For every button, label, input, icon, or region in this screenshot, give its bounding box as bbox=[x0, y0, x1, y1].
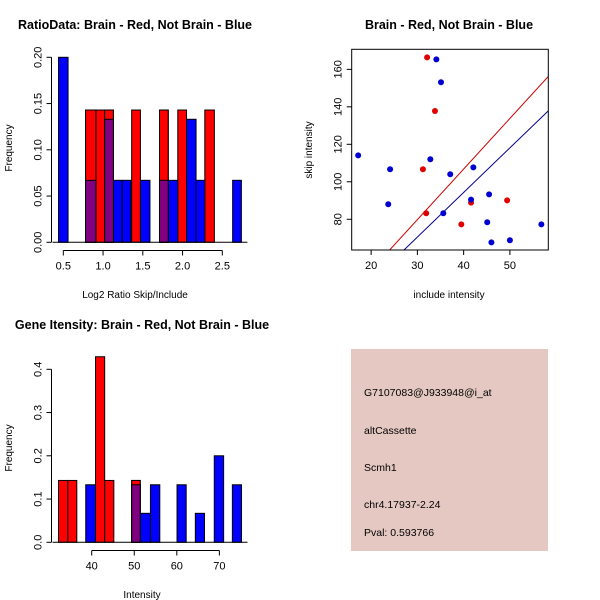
point-not-brain bbox=[538, 221, 545, 228]
bar-brain bbox=[177, 109, 188, 243]
scatter-xlabel: include intensity bbox=[413, 290, 484, 301]
point-not-brain bbox=[385, 201, 392, 208]
bar-not-brain bbox=[149, 484, 161, 543]
point-not-brain bbox=[484, 219, 491, 226]
point-not-brain bbox=[437, 79, 444, 86]
y-tick-label: 0.4 bbox=[33, 362, 45, 377]
plot-box bbox=[351, 48, 549, 251]
x-tick-label: 30 bbox=[411, 260, 423, 272]
ratio-histogram-ylabel: Frequency bbox=[4, 124, 15, 171]
y-tick-label: 160 bbox=[333, 60, 345, 78]
bar-not-brain bbox=[194, 512, 205, 543]
bar-not-brain bbox=[121, 179, 132, 243]
x-tick-label: 70 bbox=[213, 561, 225, 573]
bar-not-brain bbox=[112, 179, 123, 243]
x-tick-label: 2.0 bbox=[175, 261, 190, 273]
x-tick-label: 40 bbox=[458, 260, 470, 272]
bar-brain bbox=[67, 479, 78, 543]
fit-line-red bbox=[388, 76, 549, 250]
fit-line-blue bbox=[403, 110, 549, 250]
bar-not-brain bbox=[176, 484, 187, 543]
y-tick-label: 0.05 bbox=[33, 185, 45, 206]
bar-not-brain bbox=[232, 179, 242, 243]
chromosome-location: chr4.17937-2.24 bbox=[364, 499, 441, 511]
point-brain bbox=[423, 210, 430, 217]
y-tick-label: 0.1 bbox=[33, 491, 45, 506]
point-brain bbox=[458, 221, 465, 228]
y-tick-label: 0.0 bbox=[33, 535, 45, 550]
y-tick-label: 0.2 bbox=[33, 448, 45, 463]
bar-overlap bbox=[158, 179, 169, 243]
x-tick-label: 1.5 bbox=[135, 261, 150, 273]
point-brain bbox=[431, 107, 438, 114]
point-not-brain bbox=[470, 164, 477, 171]
ratio-histogram-title: RatioData: Brain - Red, Not Brain - Blue bbox=[18, 18, 252, 32]
point-not-brain bbox=[387, 166, 394, 173]
gene-histogram-ylabel: Frequency bbox=[4, 424, 15, 471]
bar-overlap bbox=[104, 118, 114, 243]
y-tick-label: 0.3 bbox=[33, 405, 45, 420]
gene-name: Scmh1 bbox=[364, 462, 397, 474]
info-panel: G7107083@J933948@i_at altCassette Scmh1 … bbox=[351, 349, 548, 551]
point-brain bbox=[504, 197, 511, 204]
bar-brain bbox=[58, 479, 69, 543]
bar-brain bbox=[131, 109, 141, 243]
point-not-brain bbox=[427, 156, 434, 163]
bar-not-brain bbox=[213, 455, 225, 543]
x-tick-label: 2.5 bbox=[215, 261, 230, 273]
event-type: altCassette bbox=[364, 425, 417, 437]
bar-not-brain bbox=[58, 56, 69, 243]
bar-brain bbox=[104, 479, 115, 543]
bar-not-brain bbox=[231, 484, 243, 543]
point-not-brain bbox=[440, 210, 447, 217]
x-tick-label: 20 bbox=[365, 260, 377, 272]
gene-intensity-histogram: Gene Itensity: Brain - Red, Not Brain - … bbox=[4, 318, 269, 600]
y-tick-label: 0.20 bbox=[33, 47, 45, 68]
bar-brain bbox=[204, 109, 215, 243]
y-tick-label: 140 bbox=[333, 98, 345, 116]
bar-not-brain bbox=[139, 512, 151, 543]
y-tick-label: 0.00 bbox=[33, 232, 45, 253]
point-not-brain bbox=[468, 196, 475, 203]
x-tick-label: 60 bbox=[171, 561, 183, 573]
bar-not-brain bbox=[139, 179, 151, 243]
gene-histogram-title: Gene Itensity: Brain - Red, Not Brain - … bbox=[15, 318, 269, 332]
ratio-histogram-xlabel: Log2 Ratio Skip/Include bbox=[82, 290, 188, 301]
probe-id: G7107083@J933948@i_at bbox=[364, 387, 492, 399]
y-tick-label: 0.15 bbox=[33, 93, 45, 114]
point-not-brain bbox=[506, 237, 513, 244]
point-not-brain bbox=[433, 56, 440, 63]
y-tick-label: 0.10 bbox=[33, 139, 45, 160]
bar-not-brain bbox=[195, 179, 206, 243]
bar-overlap bbox=[131, 484, 141, 543]
point-not-brain bbox=[355, 152, 362, 159]
p-value: Pval: 0.593766 bbox=[364, 527, 434, 539]
bar-overlap bbox=[85, 179, 97, 243]
scatter-title: Brain - Red, Not Brain - Blue bbox=[365, 18, 533, 32]
point-not-brain bbox=[488, 239, 495, 246]
y-tick-label: 100 bbox=[333, 173, 345, 191]
info-panel-background bbox=[351, 349, 548, 551]
x-tick-label: 50 bbox=[128, 561, 140, 573]
point-brain bbox=[419, 166, 426, 173]
ratio-histogram: RatioData: Brain - Red, Not Brain - Blue… bbox=[4, 18, 252, 301]
bar-not-brain bbox=[85, 484, 97, 543]
x-tick-label: 40 bbox=[86, 561, 98, 573]
bar-brain bbox=[95, 356, 106, 543]
point-brain bbox=[424, 54, 431, 61]
x-tick-label: 0.5 bbox=[56, 261, 71, 273]
scatter-ylabel: skip intensity bbox=[304, 121, 315, 178]
point-not-brain bbox=[447, 171, 454, 178]
intensity-scatter: Brain - Red, Not Brain - Blue include in… bbox=[304, 18, 549, 301]
bar-not-brain bbox=[167, 179, 179, 243]
y-tick-label: 120 bbox=[333, 135, 345, 153]
x-tick-label: 50 bbox=[504, 260, 516, 272]
x-tick-label: 1.0 bbox=[95, 261, 110, 273]
gene-histogram-xlabel: Intensity bbox=[123, 590, 160, 600]
bar-brain bbox=[95, 109, 106, 243]
y-tick-label: 80 bbox=[333, 213, 345, 225]
bar-not-brain bbox=[186, 118, 197, 243]
point-not-brain bbox=[486, 191, 493, 198]
